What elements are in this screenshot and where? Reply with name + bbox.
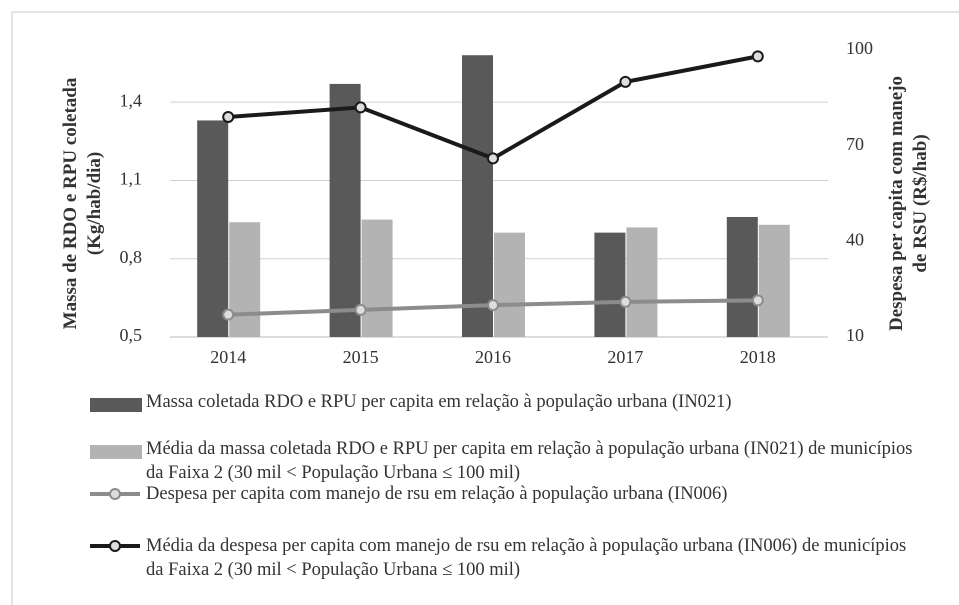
axis-title-line: (Kg/hab/dia) (84, 152, 105, 255)
x-tick-label: 2015 (343, 347, 379, 367)
bar (758, 224, 790, 337)
bar (329, 83, 361, 337)
legend-label: Despesa per capita com manejo de rsu em … (146, 484, 728, 504)
y2-tick-label: 100 (846, 38, 873, 58)
x-tick-label: 2018 (740, 347, 776, 367)
y2-axis-title: Despesa per capita com manejo de RSU (R$/… (886, 76, 931, 331)
y-tick-label: 1,1 (120, 169, 143, 189)
bar (462, 55, 493, 338)
marker (222, 110, 235, 123)
bar (626, 227, 658, 337)
x-tick-label: 2016 (475, 347, 511, 367)
marker (619, 75, 632, 88)
legend-swatch-marker (109, 540, 121, 552)
legend-label: Média da despesa per capita com manejo d… (146, 536, 907, 580)
legend-swatch (90, 445, 142, 459)
legend-label: Média da massa coletada RDO e RPU per ca… (146, 439, 913, 483)
marker (751, 294, 764, 307)
y2-tick-label: 40 (846, 229, 864, 249)
y-tick-label: 0,8 (120, 247, 143, 267)
axis-title-line: Massa de RDO e RPU coletada (60, 77, 81, 329)
bar (197, 120, 229, 337)
marker (487, 299, 499, 312)
y2-tick-label: 70 (846, 134, 864, 154)
frame (11, 11, 959, 605)
bar (229, 222, 261, 337)
bar (361, 219, 393, 337)
marker (222, 308, 235, 321)
legend-swatch-marker (109, 488, 121, 500)
bar (726, 216, 758, 337)
marker (619, 295, 632, 308)
marker (354, 101, 367, 114)
axis-title-line: de RSU (R$/hab) (910, 134, 931, 272)
legend-swatch (90, 398, 142, 412)
axis-title-line: Despesa per capita com manejo (886, 76, 907, 331)
marker (487, 152, 499, 165)
legend-label: Massa coletada RDO e RPU per capita em r… (146, 392, 732, 412)
y-tick-label: 0,5 (120, 325, 143, 345)
bar (494, 232, 525, 337)
marker (751, 50, 764, 63)
y2-tick-label: 10 (846, 325, 864, 345)
y-tick-label: 1,4 (120, 90, 143, 110)
x-tick-label: 2014 (210, 347, 246, 367)
x-tick-label: 2017 (607, 347, 643, 367)
marker (354, 303, 367, 316)
y-axis-title: Massa de RDO e RPU coletada (Kg/hab/dia) (60, 77, 105, 329)
bar (594, 232, 626, 337)
